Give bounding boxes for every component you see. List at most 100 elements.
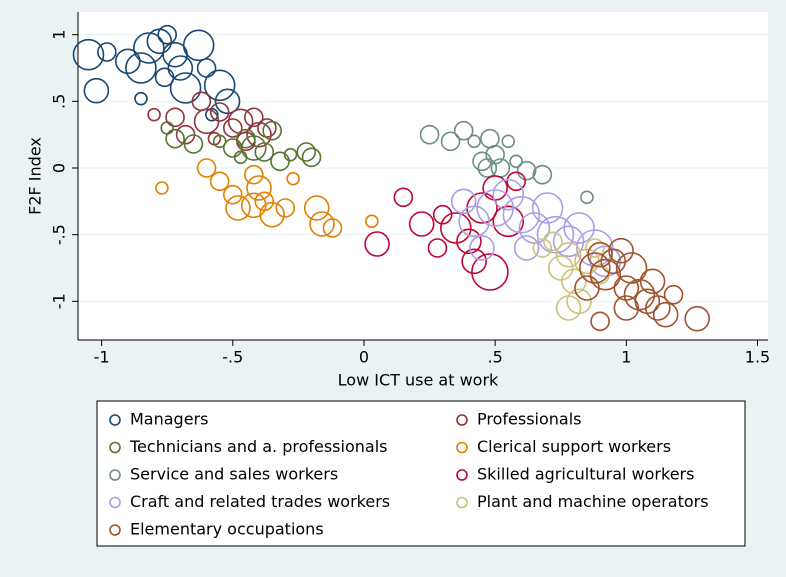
legend-marker [109,496,121,509]
bubble [183,134,204,154]
bubble [639,268,666,295]
legend-label: Professionals [477,410,582,429]
bubble [482,175,508,201]
legend-marker [456,496,468,509]
bubble [134,91,148,106]
bubble [240,135,267,161]
bubble [467,134,481,149]
bubble [283,147,298,162]
bubble [303,195,330,221]
legend-label: Managers [130,410,208,429]
bubble [439,212,472,244]
legend-label: Skilled agricultural workers [477,465,694,484]
bubble [472,151,492,172]
bubble [196,158,217,178]
y-axis-title: F2F Index [26,137,45,215]
bubble [456,228,482,255]
x-tick-label: 1.5 [745,348,770,367]
legend-label: Clerical support workers [477,437,671,456]
bubble [579,252,611,284]
bubble [590,311,610,332]
bubble [222,118,243,138]
bubble [243,164,264,185]
bubble [214,88,241,115]
x-tick-label: 1 [621,348,631,367]
bubble [182,29,215,62]
bubble [365,214,379,229]
bubble [169,72,202,104]
bubble [513,235,540,261]
bubble [262,120,282,141]
legend-label: Service and sales workers [130,465,338,484]
bubble [296,142,317,162]
bubble [155,181,169,195]
bubble [83,77,110,104]
bubble [502,195,541,234]
bubble [453,120,474,141]
bubble [563,212,595,244]
bubble [613,295,640,321]
bubble [589,258,622,291]
bubble [246,175,272,201]
bubble [684,305,710,332]
x-tick-label: .5 [488,348,503,367]
bubble [645,295,671,321]
bubble [427,238,448,258]
bubble [72,38,105,71]
bubble [663,284,684,305]
bubble [408,211,435,237]
bubble [147,107,161,122]
y-tick-label: -1 [50,293,69,309]
bubble [492,205,525,238]
bubble [440,131,461,152]
bubble [547,255,574,281]
y-tick-label: -.5 [50,224,69,245]
bubble [301,147,322,168]
legend-box [96,400,746,547]
bubble [97,42,117,62]
bubble [167,55,194,81]
legend-marker [456,441,468,454]
bubble [552,225,585,258]
bubble [585,238,605,258]
bubble [222,184,243,205]
legend-label: Craft and related trades workers [130,492,390,511]
bubble [209,102,230,122]
bubble [543,231,563,252]
legend-marker [456,414,468,426]
bubble [492,178,525,211]
bubble [477,158,498,178]
bubble [165,107,185,128]
legend-marker [109,414,121,426]
bubble [506,171,526,192]
bubble [133,32,165,64]
bubble [613,275,640,301]
bubble [236,128,256,149]
bubble [501,134,516,149]
y-tick-label: .5 [50,94,69,109]
bubble [393,187,414,208]
bubble [608,237,634,264]
bubble [536,215,575,254]
bubble [275,198,296,218]
legend-marker [109,469,121,481]
bubble [450,188,477,215]
bubble [469,235,495,261]
bubble [471,253,509,291]
plot-area [78,12,768,340]
bubble [419,124,440,145]
bubble [254,142,275,162]
bubble [652,301,679,328]
x-tick-label: 0 [359,348,369,367]
bubble [286,171,300,186]
bubble [432,204,453,225]
x-tick-label: -.5 [222,348,243,367]
bubble [555,241,582,268]
bubble [561,268,587,295]
legend-label: Elementary occupations [130,520,324,539]
bubble [243,107,264,128]
bubble [615,252,648,284]
y-tick-label: 1 [50,30,69,40]
legend-marker [109,441,121,454]
